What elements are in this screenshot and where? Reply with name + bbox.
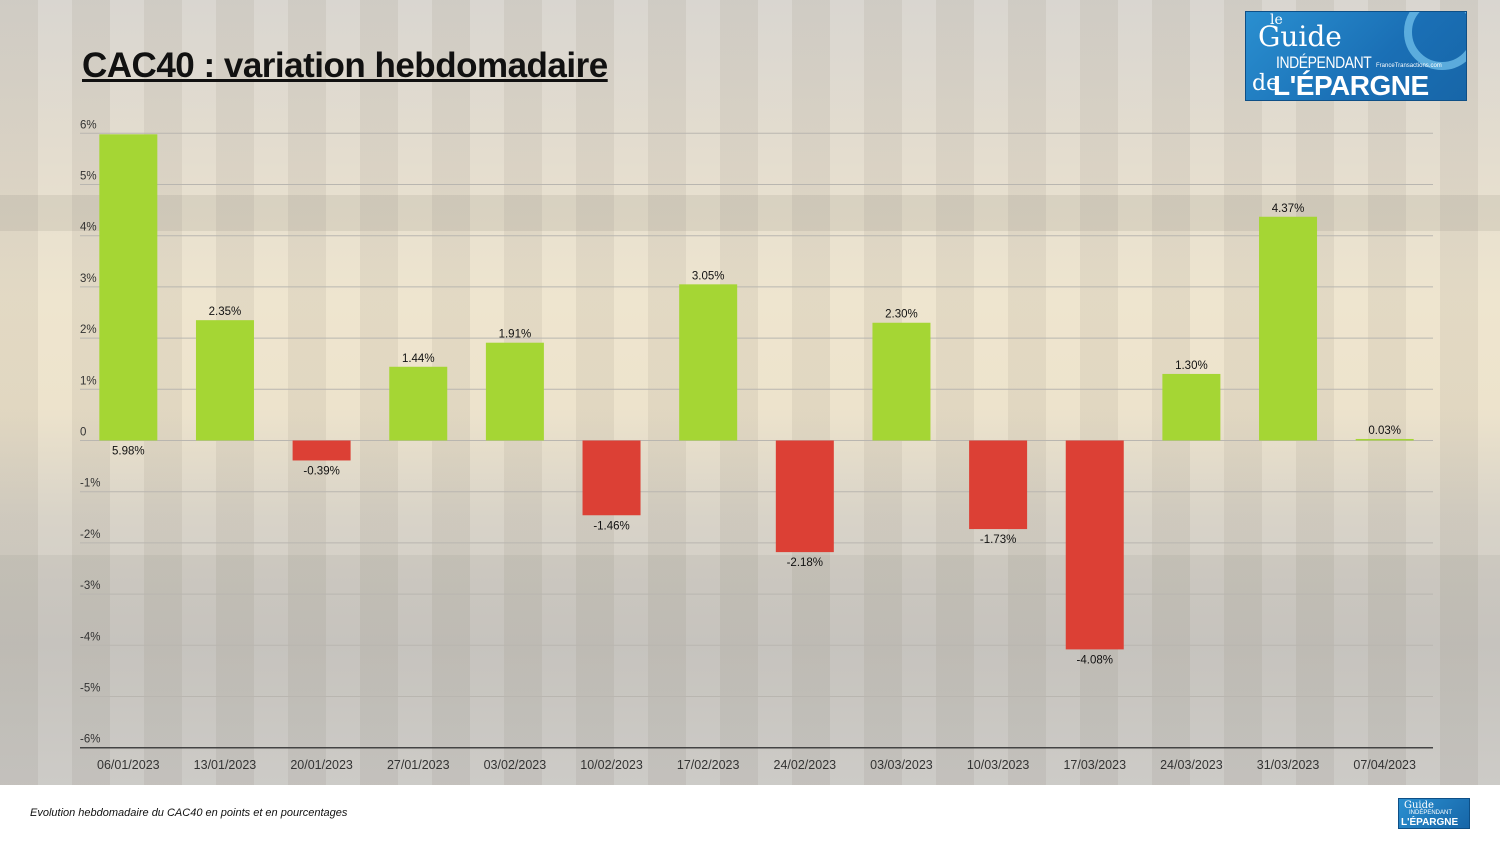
- data-label: -0.39%: [303, 465, 339, 477]
- background-band: [0, 555, 1500, 785]
- x-tick-label: 24/03/2023: [1160, 758, 1223, 772]
- bar: [1065, 440, 1124, 650]
- bar: [195, 320, 254, 441]
- logo-text: Guide: [1404, 800, 1434, 811]
- data-label: -2.18%: [787, 557, 823, 569]
- y-tick-label: 6%: [80, 119, 97, 131]
- y-tick-label: -4%: [80, 631, 100, 643]
- logo-text: INDÉPENDANT: [1276, 53, 1372, 72]
- y-tick-label: 4%: [80, 222, 97, 234]
- bar: [485, 342, 544, 441]
- x-tick-label: 27/01/2023: [387, 758, 450, 772]
- bar: [775, 440, 834, 553]
- guide-epargne-logo: le Guide INDÉPENDANT FranceTransactions.…: [1245, 11, 1467, 101]
- logo-ring-icon: [1404, 12, 1466, 70]
- x-tick-label: 06/01/2023: [97, 758, 160, 772]
- x-tick-label: 24/02/2023: [774, 758, 837, 772]
- logo-text: FranceTransactions.com: [1376, 63, 1442, 69]
- background-band: [0, 195, 1500, 231]
- x-tick-label: 03/03/2023: [870, 758, 933, 772]
- y-tick-label: 3%: [80, 273, 97, 285]
- logo-text: L'ÉPARGNE: [1273, 70, 1429, 101]
- bar: [389, 366, 448, 441]
- data-label: 1.30%: [1175, 360, 1208, 372]
- x-tick-label: 17/02/2023: [677, 758, 740, 772]
- data-label: 1.44%: [402, 353, 435, 365]
- logo-text: INDÉPENDANT: [1409, 810, 1453, 816]
- bar-chart: 6% 5% 4% 3% 2% 1% 0 -1% -2% -3% -4% -5% -6% 5.98% 06/0…: [80, 119, 1433, 772]
- logo-text: le: [1270, 12, 1283, 28]
- x-tick-label: 07/04/2023: [1353, 758, 1416, 772]
- x-tick-label: 03/02/2023: [484, 758, 547, 772]
- data-label: 1.91%: [499, 329, 532, 341]
- y-tick-label: -6%: [80, 734, 100, 746]
- chart-caption: Evolution hebdomadaire du CAC40 en point…: [30, 807, 348, 819]
- bar: [1162, 373, 1221, 441]
- bar: [582, 440, 641, 516]
- data-label: 0.03%: [1368, 425, 1401, 437]
- y-tick-label: 0: [80, 427, 86, 439]
- chart-title: CAC40 : variation hebdomadaire: [82, 46, 608, 85]
- bar: [292, 440, 351, 461]
- x-tick-label: 10/02/2023: [580, 758, 643, 772]
- data-label: -1.46%: [593, 520, 629, 532]
- logo-text: Guide: [1258, 20, 1342, 53]
- bar: [679, 284, 738, 441]
- bar: [99, 134, 158, 441]
- logo-text: de: [1252, 71, 1280, 96]
- guide-epargne-logo-small: Guide INDÉPENDANT L'ÉPARGNE: [1398, 798, 1470, 829]
- y-tick-label: -3%: [80, 580, 100, 592]
- data-label: 2.35%: [209, 306, 242, 318]
- y-tick-label: -1%: [80, 478, 100, 490]
- y-tick-label: 5%: [80, 171, 97, 183]
- y-tick-label: -2%: [80, 529, 100, 541]
- bar: [1259, 216, 1318, 441]
- data-label: -1.73%: [980, 534, 1016, 546]
- data-label: 3.05%: [692, 270, 725, 282]
- bar: [872, 322, 931, 441]
- x-tick-label: 17/03/2023: [1063, 758, 1126, 772]
- x-tick-label: 31/03/2023: [1257, 758, 1320, 772]
- bar: [969, 440, 1028, 530]
- x-tick-label: 20/01/2023: [290, 758, 353, 772]
- y-tick-label: 1%: [80, 375, 97, 387]
- data-label: 2.30%: [885, 309, 918, 321]
- data-label: 5.98%: [112, 446, 145, 458]
- y-tick-label: 2%: [80, 324, 97, 336]
- x-tick-label: 13/01/2023: [194, 758, 257, 772]
- bar: [1355, 438, 1414, 441]
- x-tick-label: 10/03/2023: [967, 758, 1030, 772]
- logo-text: L'ÉPARGNE: [1401, 817, 1459, 828]
- y-tick-label: -5%: [80, 683, 100, 695]
- data-label: 4.37%: [1272, 203, 1305, 215]
- data-label: -4.08%: [1077, 654, 1113, 666]
